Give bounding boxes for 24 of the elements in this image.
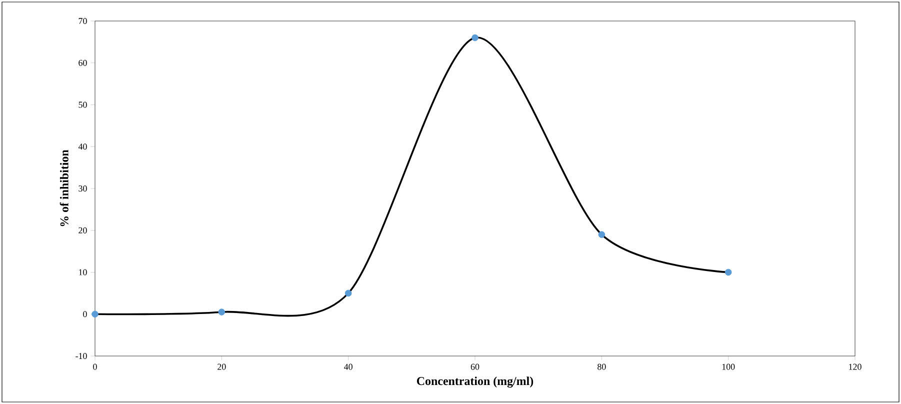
x-tick-label: 60 xyxy=(470,364,480,370)
x-tick-label: 40 xyxy=(344,364,352,370)
x-tick-label: 80 xyxy=(598,364,606,370)
x-tick-label: 20 xyxy=(218,364,226,370)
y-axis-title: % of inhibition xyxy=(60,150,68,226)
point xyxy=(92,310,98,318)
point xyxy=(472,34,478,42)
x-tick-label: 100 xyxy=(722,364,735,370)
point xyxy=(218,308,226,316)
x-axis-title: Concentration (mg/ml) xyxy=(416,376,534,388)
y-tick-label: -10 xyxy=(76,352,87,360)
point xyxy=(344,290,352,297)
x-tick-label: 0 xyxy=(93,364,97,370)
x-tick-label: 120 xyxy=(849,364,862,370)
y-tick-label: 30 xyxy=(78,185,87,192)
y-tick-label: 60 xyxy=(78,60,87,66)
y-tick-label: 10 xyxy=(79,269,87,276)
y-tick-label: 0 xyxy=(83,311,87,318)
y-tick-label: 20 xyxy=(78,227,87,234)
point xyxy=(598,231,606,238)
y-tick-label: 40 xyxy=(78,144,87,150)
y-tick-label: 50 xyxy=(78,102,87,108)
point xyxy=(724,268,732,276)
y-tick-label: 70 xyxy=(78,18,87,24)
